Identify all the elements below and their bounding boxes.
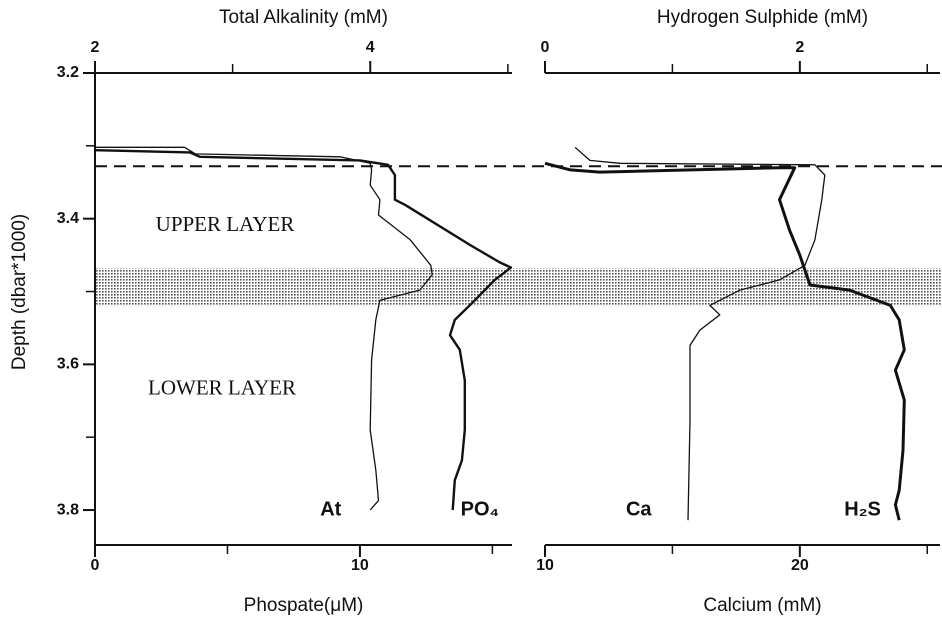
series-label: H₂S xyxy=(844,498,881,520)
y-tick-label: 3.2 xyxy=(57,64,79,81)
x-axis-label: Phospate(μM) xyxy=(244,595,364,616)
layer-band xyxy=(95,268,942,307)
annotation: LOWER LAYER xyxy=(148,376,296,400)
x-tick-label: 0 xyxy=(91,557,100,574)
y-axis-label: Depth (dbar*1000) xyxy=(9,214,30,370)
x-axis-label: Hydrogen Sulphide (mM) xyxy=(657,7,868,28)
series-line xyxy=(544,161,906,521)
y-tick-label: 3.6 xyxy=(57,356,79,373)
x-axis-label: Calcium (mM) xyxy=(703,595,821,616)
series-label: PO₄ xyxy=(461,498,499,520)
annotation: UPPER LAYER xyxy=(156,212,295,236)
x-tick-label: 10 xyxy=(351,557,369,574)
series-line xyxy=(95,146,433,511)
x-tick-label: 4 xyxy=(366,39,375,56)
x-tick-label: 0 xyxy=(541,39,550,56)
series-label: Ca xyxy=(626,498,652,520)
x-tick-label: 2 xyxy=(795,39,804,56)
x-tick-label: 2 xyxy=(91,39,100,56)
y-tick-label: 3.4 xyxy=(57,210,79,227)
series-line xyxy=(574,146,826,521)
series-line xyxy=(94,149,513,511)
x-tick-label: 10 xyxy=(536,557,554,574)
y-tick-label: 3.8 xyxy=(57,501,79,518)
x-axis-label: Total Alkalinity (mM) xyxy=(219,7,388,28)
series-label: At xyxy=(320,498,341,520)
x-tick-label: 20 xyxy=(791,557,809,574)
